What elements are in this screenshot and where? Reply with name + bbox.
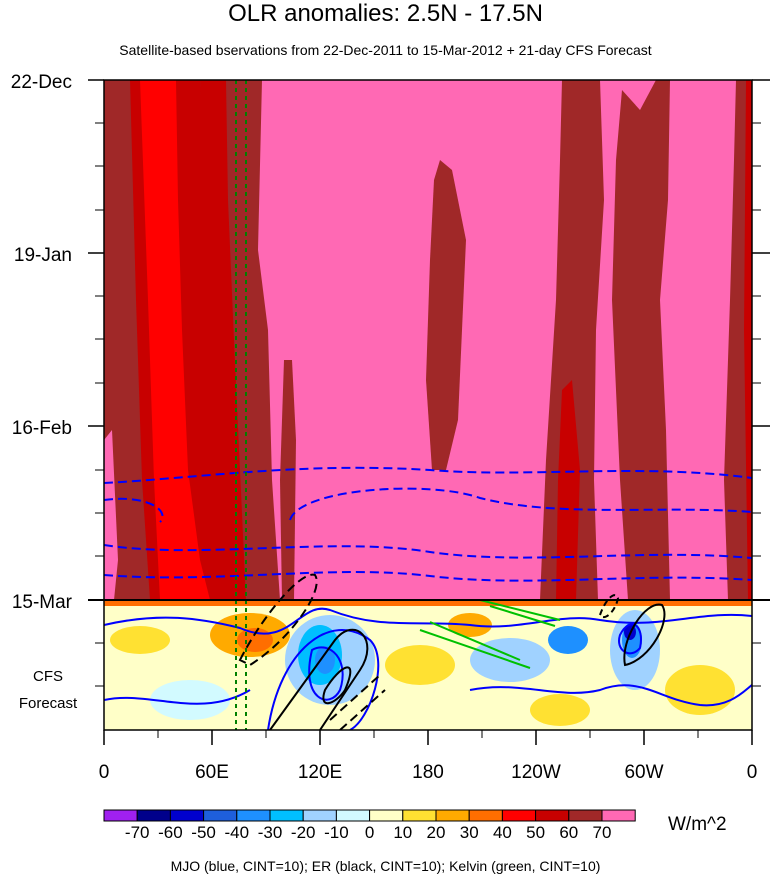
- colorbar-box: [568, 809, 603, 822]
- colorbar-labels: -70 -60 -50 -40 -30 -20 -10 0 10 20 30 40 50 60 70: [125, 823, 612, 842]
- chart-title: OLR anomalies: 2.5N - 17.5N: [228, 0, 543, 27]
- colorbar-box: [402, 809, 437, 822]
- x-tick-label: 180: [412, 762, 444, 783]
- colorbar-label: 30: [460, 823, 479, 842]
- colorbar-boxes: [103, 809, 636, 822]
- x-tick-label: 60E: [195, 762, 229, 783]
- colorbar-box: [103, 809, 138, 822]
- colorbar-label: -60: [158, 823, 183, 842]
- colorbar-box: [236, 809, 271, 822]
- y-minor-ticks: [95, 122, 761, 687]
- colorbar-label: 60: [559, 823, 578, 842]
- y-tick-label: 16-Feb: [12, 418, 72, 439]
- y-tick-label: 22-Dec: [11, 72, 72, 93]
- colorbar-label: 20: [427, 823, 446, 842]
- y-tick-label: 19-Jan: [14, 245, 72, 266]
- observation-field: [104, 80, 752, 600]
- colorbar-label: 70: [593, 823, 612, 842]
- colorbar-box: [435, 809, 470, 822]
- colorbar-label: 10: [393, 823, 412, 842]
- colorbar-label: -10: [324, 823, 349, 842]
- overlay-contours: [104, 80, 752, 730]
- x-major-ticks: [103, 730, 753, 745]
- forecast-label-line: Forecast: [19, 695, 78, 712]
- colorbar-label: -50: [191, 823, 216, 842]
- x-minor-ticks: [157, 730, 699, 738]
- colorbar-label: 40: [493, 823, 512, 842]
- x-tick-label: 120E: [298, 762, 342, 783]
- colorbar-label: 0: [365, 823, 374, 842]
- colorbar-box: [335, 809, 371, 822]
- x-tick-label: 60W: [624, 762, 663, 783]
- x-tick-label: 0: [747, 762, 758, 783]
- colorbar-label: -20: [291, 823, 316, 842]
- colorbar-box: [468, 809, 503, 822]
- y-tick-label: 15-Mar: [12, 592, 73, 613]
- colorbar-box: [169, 809, 205, 822]
- forecast-label-line: CFS: [33, 668, 63, 685]
- colorbar-box: [535, 809, 570, 822]
- colorbar-box: [501, 809, 537, 822]
- y-major-ticks: [88, 79, 770, 427]
- x-tick-label: 120W: [511, 762, 561, 783]
- forecast-field: [104, 600, 752, 730]
- chart-subtitle: Satellite-based bservations from 22-Dec-…: [119, 42, 652, 58]
- colorbar-label: -30: [258, 823, 283, 842]
- colorbar: -70 -60 -50 -40 -30 -20 -10 0 10 20 30 40 50 60 70: [103, 809, 636, 842]
- x-tick-label: 0: [99, 762, 110, 783]
- colorbar-label: -70: [125, 823, 150, 842]
- colorbar-box: [601, 809, 636, 822]
- colorbar-label: 50: [526, 823, 545, 842]
- colorbar-box: [369, 809, 404, 822]
- overlay-legend: MJO (blue, CINT=10); ER (black, CINT=10)…: [170, 858, 601, 874]
- colorbar-box: [302, 809, 337, 822]
- colorbar-units: W/m^2: [668, 814, 727, 835]
- colorbar-label: -40: [225, 823, 250, 842]
- colorbar-box: [136, 809, 171, 822]
- colorbar-box: [269, 809, 304, 822]
- colorbar-box: [203, 809, 238, 822]
